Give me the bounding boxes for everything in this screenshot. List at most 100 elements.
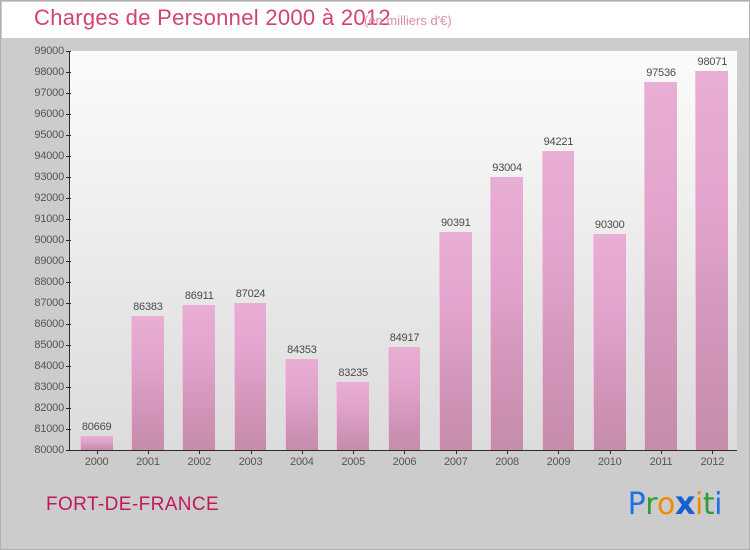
x-axis-tick-label: 2006 [392, 456, 417, 468]
y-axis-tick-label: 94000 [34, 150, 64, 162]
y-axis-tick-label: 83000 [34, 381, 64, 393]
x-axis-tick-mark [661, 450, 663, 454]
x-axis-tick-mark [353, 450, 355, 454]
y-axis-tick-mark [66, 302, 71, 304]
bar[interactable]: 93004 2008 [490, 162, 523, 468]
city-name-label: FORT-DE-FRANCE [46, 494, 220, 515]
logo-letter-o: o [657, 487, 675, 522]
y-axis-tick-label: 87000 [34, 297, 64, 309]
bar[interactable]: 97536 2011 [644, 67, 677, 468]
y-axis-tick-mark [66, 407, 71, 409]
y-axis-tick-label: 95000 [34, 129, 64, 142]
x-axis-tick-mark [250, 450, 252, 454]
x-axis-tick-mark [147, 450, 149, 454]
y-axis-tick-label: 96000 [34, 108, 64, 120]
y-axis-tick-mark [66, 239, 71, 241]
y-axis-tick-mark [66, 134, 71, 136]
chart-units-subtitle: (en milliers d'€) [364, 13, 452, 28]
x-axis-tick-label: 2005 [341, 456, 366, 468]
y-axis-tick-label: 80000 [34, 444, 64, 456]
bar[interactable]: 87024 2003 [233, 288, 267, 468]
bar[interactable]: 83235 2005 [336, 367, 370, 468]
y-axis-tick-label: 84000 [34, 360, 64, 372]
y-axis-tick-mark [66, 365, 71, 367]
chart-footer: FORT-DE-FRANCE Proxiti [2, 472, 749, 549]
page-title: Charges de Personnel 2000 à 2012 [34, 5, 391, 30]
bar-value-label: 93004 [492, 161, 522, 174]
y-axis-tick-label: 82000 [34, 402, 64, 414]
y-axis-tick-label: 93000 [34, 171, 64, 183]
plot-wrapper: 80000 81000 82000 83000 84000 85000 86000 87000… [2, 38, 749, 472]
y-axis-tick-mark [66, 71, 71, 73]
bar-value-label: 86911 [184, 289, 214, 302]
y-axis-tick-mark [66, 92, 71, 94]
logo-letter-t: t [702, 487, 715, 522]
x-axis-tick-label: 2009 [546, 456, 571, 468]
y-axis-tick-mark [66, 449, 71, 451]
plot-area: 80000 81000 82000 83000 84000 85000 86000 87000… [34, 45, 737, 468]
bar-value-label: 84353 [287, 343, 317, 356]
bar-value-label: 83235 [338, 367, 368, 380]
y-axis-tick-mark [66, 344, 71, 346]
y-axis-tick-mark [66, 155, 71, 157]
bar-value-label: 98071 [697, 55, 728, 68]
y-axis-tick-label: 85000 [34, 339, 64, 351]
x-axis-tick-label: 2008 [495, 456, 519, 468]
bar-value-label: 86383 [133, 300, 163, 313]
proxiti-logo[interactable]: Proxiti [627, 484, 723, 522]
y-axis-tick-label: 99000 [34, 45, 64, 57]
x-axis-tick-label: 2001 [136, 456, 160, 468]
x-axis-tick-label: 2000 [84, 456, 109, 468]
bar[interactable]: 84917 2006 [387, 332, 421, 468]
x-axis-tick-label: 2007 [443, 456, 468, 468]
bar[interactable]: 94221 2009 [541, 136, 575, 468]
y-axis-tick-mark [66, 218, 71, 220]
bar-value-label: 80669 [81, 420, 112, 433]
logo-letter-r: r [645, 487, 658, 522]
y-axis-tick-mark [66, 428, 71, 430]
x-axis-tick-label: 2010 [597, 456, 622, 468]
x-axis-tick-mark [712, 450, 714, 454]
y-axis-tick-label: 81000 [34, 423, 64, 435]
y-axis-tick-label: 92000 [34, 192, 64, 204]
x-axis-tick-label: 2004 [290, 456, 314, 468]
x-axis-tick-mark [301, 450, 303, 454]
y-axis-tick-mark [66, 386, 71, 388]
bar[interactable]: 90300 2010 [592, 219, 626, 468]
y-axis-tick-label: 91000 [34, 213, 64, 225]
y-axis-tick-mark [66, 50, 71, 52]
y-axis-tick-label: 86000 [34, 318, 64, 330]
x-axis-tick-mark [507, 450, 509, 454]
bar-value-label: 90391 [440, 216, 471, 229]
bar[interactable]: 80669 2000 [79, 421, 113, 468]
x-axis-tick-mark [609, 450, 611, 454]
y-axis-tick-label: 90000 [34, 234, 64, 246]
y-axis-tick-label: 89000 [34, 255, 64, 267]
bar[interactable]: 86383 2001 [131, 301, 164, 468]
bar-value-label: 84917 [389, 331, 420, 344]
bar[interactable]: 90391 2007 [438, 217, 472, 468]
x-axis-tick-label: 2011 [649, 456, 673, 468]
y-axis-tick-label: 97000 [34, 87, 64, 99]
logo-letter-i1: i [695, 487, 703, 522]
x-axis-tick-label: 2003 [238, 456, 263, 468]
y-axis-tick-label: 98000 [34, 66, 64, 78]
y-axis-tick-mark [66, 176, 71, 178]
x-axis-tick-mark [558, 450, 560, 454]
y-axis-tick-mark [66, 323, 71, 325]
bar-value-label: 87024 [235, 287, 266, 300]
bar[interactable]: 84353 2004 [284, 344, 318, 468]
x-axis-tick-mark [199, 450, 201, 454]
x-axis-tick-mark [404, 450, 406, 454]
bar[interactable]: 98071 2012 [695, 56, 729, 468]
x-axis-tick-label: 2002 [187, 456, 212, 468]
x-axis-tick-label: 2012 [700, 456, 725, 468]
bar-value-label: 97536 [646, 66, 676, 79]
y-axis-tick-mark [66, 197, 71, 199]
bar[interactable]: 86911 2002 [182, 290, 216, 468]
logo-letter-p: P [627, 487, 646, 522]
logo-letter-x: x [674, 484, 696, 522]
y-axis-tick-mark [66, 113, 71, 115]
x-axis-tick-mark [455, 450, 457, 454]
